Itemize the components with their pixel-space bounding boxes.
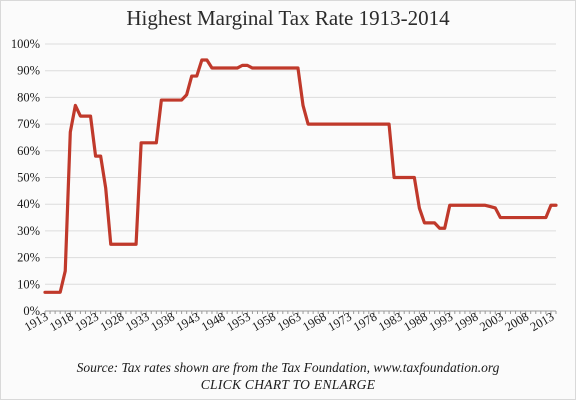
y-tick-label: 90%	[17, 64, 40, 78]
y-tick-label: 0%	[23, 304, 40, 318]
line-chart: 0%10%20%30%40%50%60%70%80%90%100%1913191…	[11, 37, 558, 334]
y-tick-label: 10%	[17, 277, 40, 291]
chart-title: Highest Marginal Tax Rate 1913-2014	[126, 6, 450, 30]
x-tick-label: 2013	[528, 309, 557, 334]
y-tick-label: 60%	[17, 144, 40, 158]
y-tick-label: 50%	[17, 171, 40, 185]
y-tick-label: 20%	[17, 251, 40, 265]
y-tick-label: 40%	[17, 197, 40, 211]
y-tick-label: 80%	[17, 90, 40, 104]
y-tick-label: 30%	[17, 224, 40, 238]
y-tick-label: 70%	[17, 117, 40, 131]
enlarge-link[interactable]: CLICK CHART TO ENLARGE	[200, 377, 376, 392]
source-note: Source: Tax rates shown are from the Tax…	[76, 360, 500, 375]
y-tick-label: 100%	[11, 37, 40, 51]
